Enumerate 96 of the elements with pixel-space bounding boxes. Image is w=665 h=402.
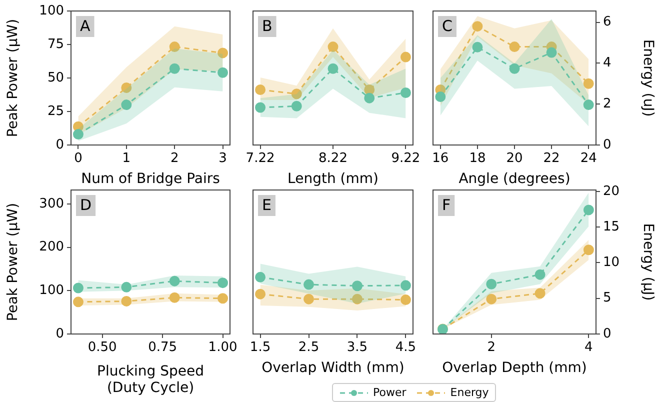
y2-tick-label: 0 bbox=[603, 326, 612, 342]
point bbox=[328, 63, 338, 74]
point bbox=[352, 280, 362, 292]
x-tick-label: 1.5 bbox=[250, 340, 271, 356]
point bbox=[72, 129, 84, 140]
x-tick-label: 20 bbox=[506, 151, 523, 166]
x-tick-label: 2 bbox=[170, 151, 179, 166]
x-tick-label: 1 bbox=[122, 151, 131, 166]
x-tick-label: 16 bbox=[432, 151, 449, 166]
y2-axis-title: Energy (µJ) bbox=[640, 223, 656, 301]
point bbox=[486, 294, 497, 304]
y-tick-label: 0 bbox=[56, 137, 64, 152]
annotation: B bbox=[262, 16, 272, 35]
y-tick-label: 75 bbox=[47, 36, 64, 52]
x-tick-label: 0.75 bbox=[148, 340, 178, 356]
point bbox=[255, 84, 266, 96]
point bbox=[169, 63, 180, 74]
point bbox=[121, 282, 132, 292]
y-tick-label: 50 bbox=[47, 70, 64, 86]
y-tick-label: 100 bbox=[39, 283, 64, 298]
point bbox=[534, 269, 546, 280]
y-tick-label: 100 bbox=[39, 3, 64, 18]
point bbox=[291, 88, 302, 100]
y-tick-label: 25 bbox=[47, 104, 64, 119]
point bbox=[72, 282, 84, 294]
y2-tick-label: 0 bbox=[603, 137, 612, 152]
point bbox=[364, 84, 375, 96]
x-tick-label: 18 bbox=[469, 151, 486, 166]
annotation: D bbox=[80, 196, 92, 214]
point bbox=[546, 47, 557, 58]
y-tick-label: 200 bbox=[39, 240, 64, 255]
point bbox=[509, 42, 520, 52]
annotation: A bbox=[80, 16, 91, 35]
point bbox=[218, 278, 228, 288]
legend-label: Power bbox=[373, 386, 406, 399]
point bbox=[509, 63, 520, 74]
annotation: E bbox=[262, 196, 272, 214]
y-tick-label: 300 bbox=[39, 196, 64, 212]
x-tick-label: 2.5 bbox=[298, 340, 320, 356]
point bbox=[291, 100, 302, 112]
y-tick-label: 0 bbox=[56, 326, 64, 342]
annotation: C bbox=[442, 16, 452, 35]
point bbox=[400, 280, 411, 291]
point bbox=[435, 92, 446, 102]
point bbox=[169, 42, 180, 52]
x-tick-label: 7.22 bbox=[246, 151, 275, 166]
x-axis-title: Overlap Width (mm) bbox=[262, 360, 404, 376]
x-tick-label: 3 bbox=[218, 151, 227, 166]
y2-tick-label: 4 bbox=[603, 56, 612, 71]
x-tick-label: 0 bbox=[74, 151, 82, 166]
y2-tick-label: 6 bbox=[603, 14, 612, 30]
point bbox=[218, 67, 228, 78]
point bbox=[121, 100, 132, 110]
point bbox=[472, 42, 483, 52]
y2-tick-label: 5 bbox=[603, 290, 612, 306]
y2-tick-label: 10 bbox=[603, 255, 620, 270]
x-tick-label: 22 bbox=[543, 151, 560, 166]
x-tick-label: 4 bbox=[584, 340, 593, 356]
x-tick-label: 9.22 bbox=[391, 151, 420, 166]
x-tick-label: 3.5 bbox=[346, 340, 368, 356]
point bbox=[255, 102, 266, 113]
y2-tick-label: 15 bbox=[603, 219, 620, 234]
point bbox=[472, 21, 483, 32]
point bbox=[486, 278, 497, 290]
point bbox=[583, 78, 594, 89]
point bbox=[534, 288, 546, 299]
annotation: F bbox=[442, 196, 451, 214]
x-tick-label: 0.50 bbox=[88, 340, 117, 356]
x-tick-label: 1.00 bbox=[208, 340, 238, 356]
point bbox=[400, 87, 411, 98]
legend-label: Energy bbox=[450, 386, 489, 399]
point bbox=[583, 100, 594, 110]
point bbox=[583, 244, 594, 256]
point bbox=[218, 48, 228, 58]
x-tick-label: 2 bbox=[487, 340, 496, 356]
x-axis-title: Overlap Depth (mm) bbox=[442, 360, 587, 376]
y-axis-title: Peak Power (µW) bbox=[5, 18, 22, 138]
x-axis-title: Length (mm) bbox=[288, 171, 378, 188]
point bbox=[400, 52, 411, 62]
point bbox=[255, 272, 266, 282]
y2-axis-title: Energy (uJ) bbox=[640, 39, 656, 117]
point bbox=[364, 92, 375, 104]
x-tick-label: 24 bbox=[580, 151, 597, 166]
x-axis-title: Plucking Speed (Duty Cycle) bbox=[97, 363, 204, 396]
point bbox=[304, 279, 314, 290]
x-axis-title: Num of Bridge Pairs bbox=[81, 171, 220, 188]
point bbox=[169, 276, 180, 286]
x-tick-label: 4.5 bbox=[395, 340, 416, 356]
y2-tick-label: 2 bbox=[603, 96, 612, 112]
point bbox=[121, 82, 132, 93]
x-tick-label: 8.22 bbox=[318, 151, 348, 166]
point bbox=[328, 42, 338, 52]
x-axis-title: Angle (degrees) bbox=[458, 171, 570, 188]
y-axis-title: Peak Power (µW) bbox=[5, 202, 22, 322]
point bbox=[583, 204, 594, 216]
y2-tick-label: 20 bbox=[603, 184, 620, 199]
